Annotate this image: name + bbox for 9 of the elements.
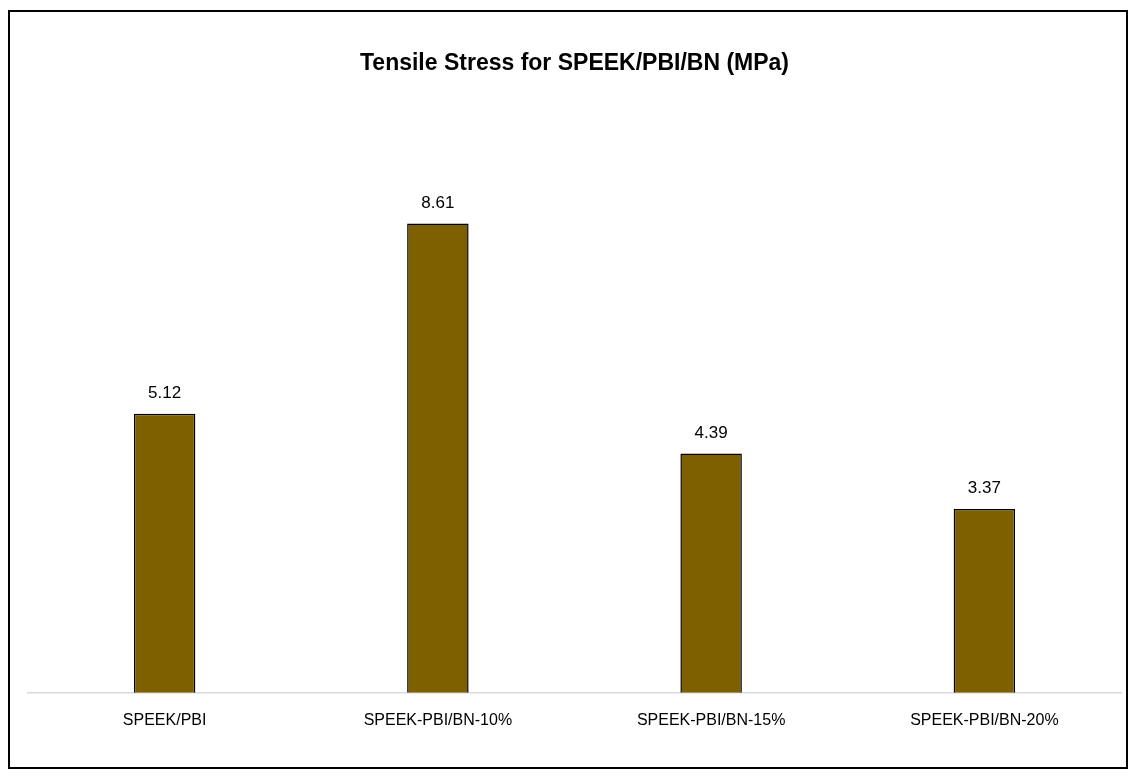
data-label: 5.12	[148, 382, 182, 402]
x-tick-label: SPEEK-PBI/BN-15%	[636, 710, 786, 728]
chart-title: Tensile Stress for SPEEK/PBI/BN (MPa)	[359, 49, 790, 76]
x-tick-label: SPEEK/PBI	[122, 710, 207, 728]
x-tick-label: SPEEK-PBI/BN-20%	[910, 710, 1059, 728]
data-label: 4.39	[694, 422, 728, 442]
data-label: 8.61	[421, 192, 455, 212]
x-tick-label: SPEEK-PBI/BN-10%	[363, 710, 513, 728]
data-label: 3.37	[967, 478, 1001, 498]
